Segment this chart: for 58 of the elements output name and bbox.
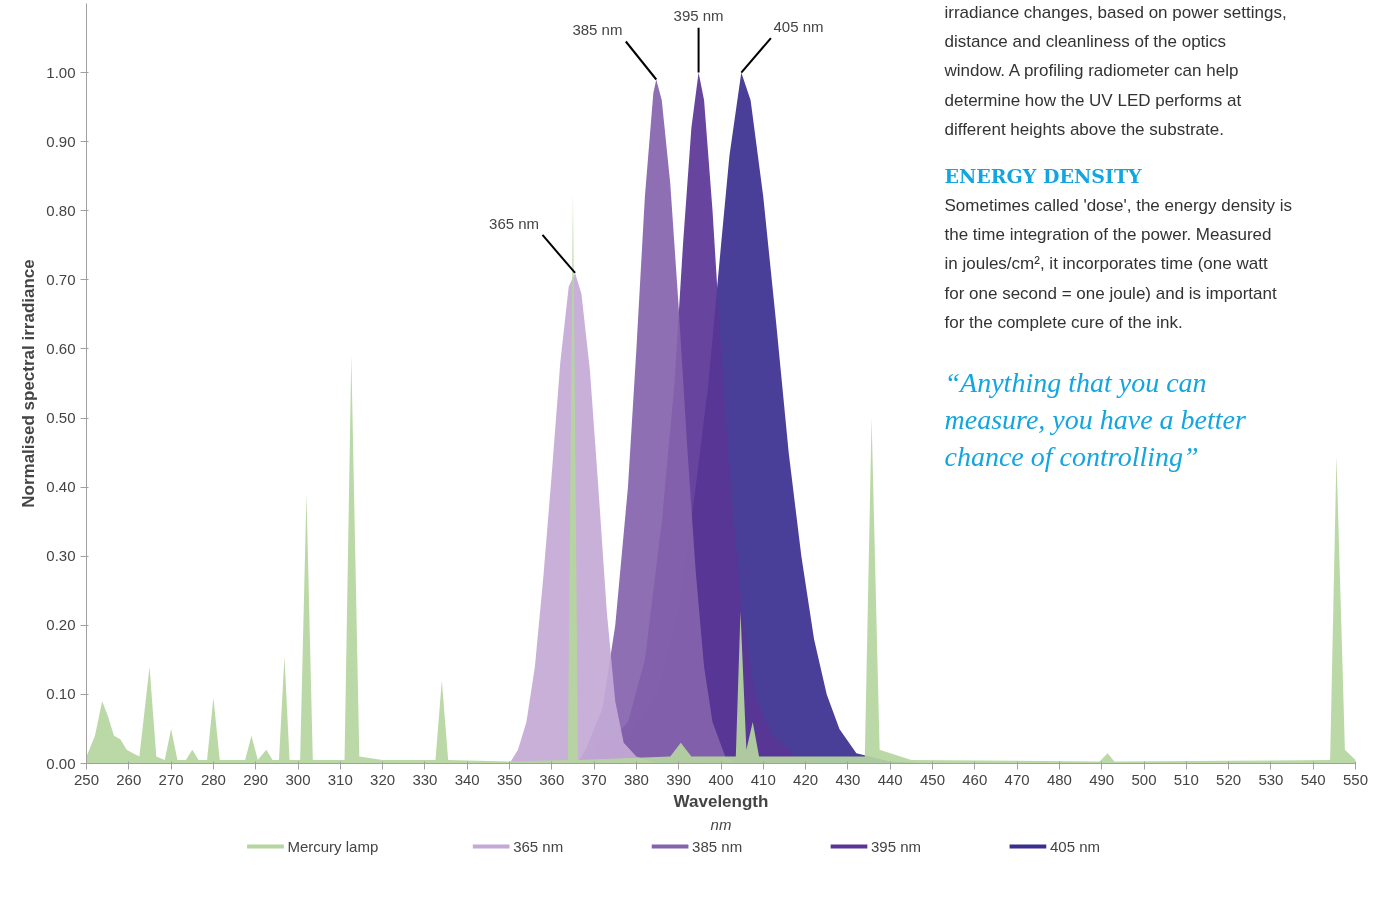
annotation: “Anything that you can measure, you have a better chance of controlling” — [944, 366, 1247, 472]
x-tick-label: 280 — [200, 770, 226, 788]
x-tick-label: 430 — [835, 770, 861, 788]
annotation: irradiance changes, based on power settings, distance and cleanliness of the optics window. A profiling radiometer can help determine how the UV LED performs at different heights above the substrate. — [943, 2, 1287, 140]
y-tick-label: 0.10 — [46, 685, 76, 703]
x-tick-label: 310 — [327, 770, 353, 788]
annotation: 365 nm — [489, 214, 540, 232]
x-tick-label: 490 — [1089, 770, 1115, 788]
legend-label: Mercury lamp — [287, 838, 379, 855]
x-tick-label: 360 — [539, 770, 565, 788]
x-tick-label: 420 — [793, 770, 819, 788]
annotation: ENERGY DENSITY — [944, 164, 1143, 187]
annotation: 385 nm — [572, 21, 623, 39]
y-tick-label: 1.00 — [46, 63, 76, 81]
x-tick-label: 410 — [750, 770, 776, 788]
x-tick-label: 390 — [666, 770, 692, 788]
x-tick-label: 330 — [412, 770, 438, 788]
y-tick-label: 0.80 — [46, 201, 76, 219]
x-tick-label: 320 — [370, 770, 396, 788]
y-tick-label: 0.40 — [46, 478, 76, 496]
annotation: 405 nm — [773, 17, 824, 35]
y-tick-label: 0.90 — [46, 132, 76, 150]
x-tick-label: 470 — [1004, 770, 1030, 788]
x-tick-label: 300 — [285, 770, 311, 788]
legend-label: 385 nm — [692, 838, 743, 855]
x-tick-label: 370 — [581, 770, 607, 788]
x-tick-label: 260 — [116, 770, 142, 788]
x-tick-label: 530 — [1258, 770, 1284, 788]
annotation: 395 nm — [673, 7, 724, 25]
x-tick-label: 450 — [919, 770, 946, 788]
x-tick-label: 500 — [1131, 770, 1157, 788]
x-tick-label: 520 — [1216, 770, 1242, 788]
y-tick-label: 0.30 — [46, 547, 76, 565]
x-tick-label: 270 — [158, 770, 184, 788]
y-tick-label: 0.20 — [46, 616, 76, 634]
annotation: Sometimes called 'dose', the energy density is the time integration of the power. Measured in joules/cm², it incorporates time (one watt for one second = one joule) and is important for the complete cure of the ink. — [944, 195, 1293, 333]
x-tick-label: 440 — [877, 770, 903, 788]
legend-label: 405 nm — [1049, 838, 1100, 855]
x-tick-label: 460 — [962, 770, 988, 788]
legend-label: 365 nm — [513, 838, 564, 855]
x-tick-label: 340 — [454, 770, 480, 788]
legend-label: 395 nm — [871, 838, 922, 855]
x-tick-label: 250 — [73, 770, 100, 788]
y-tick-label: 0.00 — [46, 754, 76, 772]
y-tick-label: 0.60 — [46, 339, 76, 357]
text: nm — [710, 815, 732, 833]
x-tick-label: 540 — [1300, 770, 1326, 788]
y-axis-title: Normalised spectral irradiance — [19, 259, 39, 508]
x-axis-title: Wavelength — [673, 791, 769, 811]
x-tick-label: 480 — [1046, 770, 1072, 788]
x-tick-label: 290 — [243, 770, 269, 788]
y-tick-label: 0.70 — [46, 270, 76, 288]
y-tick-label: 0.50 — [46, 409, 76, 427]
x-tick-label: 380 — [623, 770, 649, 788]
x-tick-label: 550 — [1342, 770, 1369, 788]
x-tick-label: 350 — [496, 770, 523, 788]
x-tick-label: 510 — [1173, 770, 1199, 788]
x-tick-label: 400 — [708, 770, 734, 788]
